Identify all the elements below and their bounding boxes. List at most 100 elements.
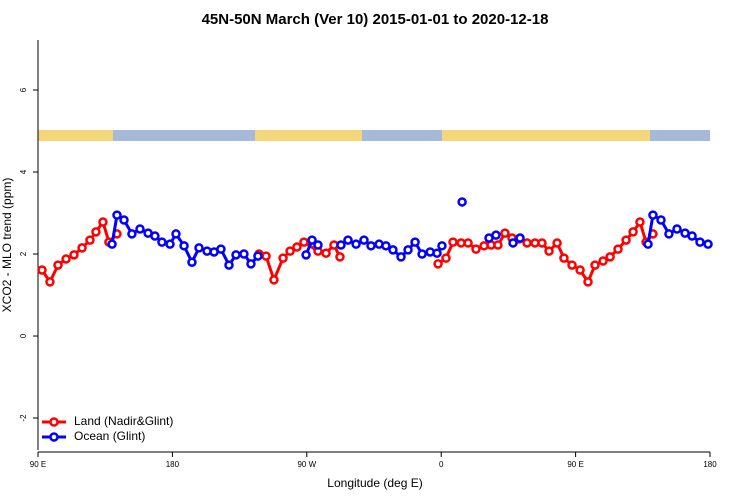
data-point	[127, 229, 137, 239]
data-point	[351, 239, 361, 249]
data-point	[493, 240, 503, 250]
data-point	[194, 243, 204, 253]
data-point	[522, 238, 532, 248]
data-point	[664, 229, 674, 239]
data-point	[69, 250, 79, 260]
y-tick-label: 4	[19, 169, 28, 174]
data-point	[441, 253, 451, 263]
data-point	[165, 239, 175, 249]
x-tick-label: 90 W	[297, 460, 316, 469]
data-point	[552, 238, 562, 248]
data-point	[381, 241, 391, 251]
data-point	[575, 265, 585, 275]
y-tick-label: 0	[19, 333, 28, 338]
x-tick-label: 0	[439, 460, 444, 469]
data-point	[613, 244, 623, 254]
data-point	[336, 240, 346, 250]
data-point	[91, 227, 101, 237]
data-point	[239, 249, 249, 259]
data-point	[687, 231, 697, 241]
data-point	[559, 253, 569, 263]
data-point	[269, 275, 279, 285]
data-point	[98, 217, 108, 227]
data-point	[171, 229, 181, 239]
data-point	[703, 239, 713, 249]
data-point	[246, 259, 256, 269]
data-point	[321, 248, 331, 258]
data-point	[648, 210, 658, 220]
data-point	[278, 253, 288, 263]
series-line	[110, 212, 709, 269]
legend-marker	[49, 432, 59, 442]
data-point	[537, 238, 547, 248]
data-point	[508, 238, 518, 248]
data-point	[515, 233, 525, 243]
data-point	[261, 251, 271, 261]
data-point	[635, 217, 645, 227]
data-point	[224, 260, 234, 270]
data-point	[403, 245, 413, 255]
y-axis-label: XCO2 - MLO trend (ppm)	[0, 178, 14, 313]
data-point	[157, 237, 167, 247]
ocean-strip	[113, 130, 255, 141]
data-point	[583, 277, 593, 287]
data-point	[656, 215, 666, 225]
y-tick-label: -2	[19, 414, 28, 422]
data-point	[598, 256, 608, 266]
y-tick-label: 2	[19, 251, 28, 256]
data-point	[135, 224, 145, 234]
data-point	[292, 242, 302, 252]
data-point	[307, 235, 317, 245]
ocean-strip	[362, 130, 442, 141]
data-point	[695, 237, 705, 247]
x-tick-label: 180	[166, 460, 180, 469]
data-point	[179, 241, 189, 251]
data-point	[343, 235, 353, 245]
data-point	[433, 259, 443, 269]
data-point	[187, 257, 197, 267]
data-point	[301, 250, 311, 260]
data-point	[61, 254, 71, 264]
x-tick-label: 90 E	[30, 460, 46, 469]
data-point	[457, 197, 467, 207]
data-point	[150, 231, 160, 241]
data-point	[359, 235, 369, 245]
ocean-strip	[650, 130, 710, 141]
legend-marker	[49, 417, 59, 427]
data-point	[544, 246, 554, 256]
data-point	[45, 277, 55, 287]
data-point	[628, 227, 638, 237]
data-point	[621, 235, 631, 245]
data-point	[119, 215, 129, 225]
x-tick-label: 180	[703, 460, 717, 469]
chart-title: 45N-50N March (Ver 10) 2015-01-01 to 202…	[202, 11, 549, 28]
data-point	[313, 240, 323, 250]
data-point	[643, 239, 653, 249]
data-point	[417, 249, 427, 259]
data-point	[77, 243, 87, 253]
data-point	[437, 241, 447, 251]
data-point	[410, 237, 420, 247]
data-point	[500, 228, 510, 238]
legend-label: Land (Nadir&Glint)	[74, 414, 173, 428]
data-point	[672, 224, 682, 234]
data-point	[85, 235, 95, 245]
x-axis-label: Longitude (deg E)	[327, 476, 422, 490]
data-point	[605, 252, 615, 262]
data-point	[285, 246, 295, 256]
data-point	[112, 210, 122, 220]
data-point	[388, 245, 398, 255]
data-point	[448, 237, 458, 247]
data-point	[471, 244, 481, 254]
data-point	[463, 238, 473, 248]
data-point	[590, 260, 600, 270]
data-point	[396, 252, 406, 262]
data-point	[253, 251, 263, 261]
data-point	[567, 260, 577, 270]
land-ocean-strip	[38, 130, 710, 141]
data-point	[53, 260, 63, 270]
x-tick-label: 90 E	[567, 460, 583, 469]
data-point	[335, 252, 345, 262]
data-point	[432, 248, 442, 258]
